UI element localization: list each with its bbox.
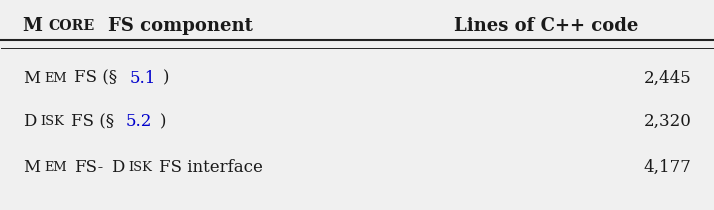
Text: Lines of C++ code: Lines of C++ code bbox=[454, 17, 638, 35]
Text: M: M bbox=[23, 17, 43, 35]
Text: D: D bbox=[111, 159, 125, 176]
Text: FS interface: FS interface bbox=[159, 159, 263, 176]
Text: FS component: FS component bbox=[108, 17, 253, 35]
Text: 5.1: 5.1 bbox=[129, 70, 156, 87]
Text: M: M bbox=[23, 159, 40, 176]
Text: CORE: CORE bbox=[49, 19, 95, 33]
Text: ): ) bbox=[160, 113, 166, 130]
Text: FS (§: FS (§ bbox=[71, 113, 114, 130]
Text: ISK: ISK bbox=[129, 161, 153, 174]
Text: M: M bbox=[23, 70, 40, 87]
Text: FS-: FS- bbox=[74, 159, 103, 176]
Text: ): ) bbox=[163, 70, 170, 87]
Text: 2,445: 2,445 bbox=[643, 70, 691, 87]
Text: 5.2: 5.2 bbox=[126, 113, 152, 130]
Text: EM: EM bbox=[45, 161, 67, 174]
Text: D: D bbox=[23, 113, 36, 130]
Text: 4,177: 4,177 bbox=[643, 159, 691, 176]
Text: EM: EM bbox=[45, 72, 67, 85]
Text: FS (§: FS (§ bbox=[74, 70, 117, 87]
Text: ISK: ISK bbox=[40, 115, 64, 128]
Text: 2,320: 2,320 bbox=[643, 113, 691, 130]
